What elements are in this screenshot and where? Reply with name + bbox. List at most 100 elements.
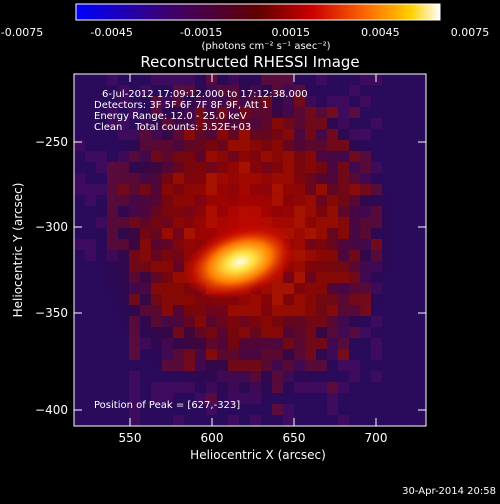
image-pixel bbox=[349, 382, 360, 393]
image-pixel bbox=[382, 371, 393, 382]
image-pixel bbox=[382, 129, 393, 140]
image-pixel bbox=[173, 393, 184, 404]
image-pixel bbox=[261, 415, 272, 426]
image-pixel bbox=[349, 96, 360, 107]
image-pixel bbox=[404, 195, 415, 206]
image-pixel bbox=[382, 338, 393, 349]
image-pixel bbox=[107, 316, 118, 327]
image-pixel bbox=[239, 404, 250, 415]
image-pixel bbox=[404, 283, 415, 294]
image-pixel bbox=[74, 96, 85, 107]
image-pixel bbox=[118, 404, 129, 415]
image-pixel bbox=[283, 393, 294, 404]
image-pixel bbox=[118, 371, 129, 382]
image-pixel bbox=[74, 162, 85, 173]
image-pixel bbox=[129, 107, 140, 118]
image-pixel bbox=[371, 371, 382, 382]
image-pixel bbox=[85, 404, 96, 415]
image-pixel bbox=[96, 118, 107, 129]
image-pixel bbox=[74, 250, 85, 261]
image-pixel bbox=[107, 96, 118, 107]
image-pixel bbox=[173, 404, 184, 415]
image-pixel bbox=[74, 316, 85, 327]
colorbar-tick-label: 0.0075 bbox=[451, 26, 490, 39]
image-pixel bbox=[118, 85, 129, 96]
plot-title: Reconstructed RHESSI Image bbox=[140, 53, 359, 71]
image-pixel bbox=[228, 404, 239, 415]
image-pixel bbox=[74, 129, 85, 140]
image-pixel bbox=[404, 393, 415, 404]
image-pixel bbox=[96, 294, 107, 305]
x-tick-label: 550 bbox=[119, 431, 142, 445]
image-pixel bbox=[74, 74, 85, 85]
image-pixel bbox=[129, 85, 140, 96]
image-pixel bbox=[74, 140, 85, 151]
image-pixel bbox=[129, 360, 140, 371]
image-pixel bbox=[371, 404, 382, 415]
image-pixel bbox=[107, 107, 118, 118]
image-pixel bbox=[393, 173, 404, 184]
image-pixel bbox=[107, 415, 118, 426]
image-pixel bbox=[74, 294, 85, 305]
image-pixel bbox=[415, 272, 426, 283]
image-pixel bbox=[107, 360, 118, 371]
image-pixel bbox=[371, 140, 382, 151]
image-pixel bbox=[107, 371, 118, 382]
x-tick-label: 600 bbox=[201, 431, 224, 445]
image-pixel bbox=[382, 74, 393, 85]
image-pixel bbox=[404, 272, 415, 283]
image-pixel bbox=[85, 129, 96, 140]
image-pixel bbox=[85, 206, 96, 217]
image-pixel bbox=[404, 404, 415, 415]
image-pixel bbox=[404, 217, 415, 228]
image-pixel bbox=[107, 74, 118, 85]
image-pixel bbox=[96, 129, 107, 140]
image-pixel bbox=[415, 250, 426, 261]
image-pixel bbox=[85, 228, 96, 239]
colorbar-tick-label: -0.0075 bbox=[1, 26, 43, 39]
image-pixel bbox=[338, 371, 349, 382]
image-pixel bbox=[316, 382, 327, 393]
image-pixel bbox=[371, 118, 382, 129]
image-pixel bbox=[338, 393, 349, 404]
image-pixel bbox=[371, 316, 382, 327]
image-pixel bbox=[382, 85, 393, 96]
image-pixel bbox=[96, 371, 107, 382]
image-pixel bbox=[393, 96, 404, 107]
image-pixel bbox=[96, 360, 107, 371]
image-pixel bbox=[415, 118, 426, 129]
image-pixel bbox=[96, 316, 107, 327]
image-pixel bbox=[360, 415, 371, 426]
image-pixel bbox=[85, 316, 96, 327]
image-pixel bbox=[96, 393, 107, 404]
image-pixel bbox=[129, 96, 140, 107]
image-pixel bbox=[184, 404, 195, 415]
colorbar-ticks: -0.0075 -0.0045 -0.0015 0.0015 0.0045 0.0075 bbox=[1, 26, 489, 39]
image-pixel bbox=[415, 316, 426, 327]
image-pixel bbox=[85, 151, 96, 162]
image-pixel bbox=[96, 140, 107, 151]
image-pixel bbox=[294, 415, 305, 426]
image-pixel bbox=[415, 382, 426, 393]
image-pixel bbox=[217, 404, 228, 415]
image-pixel bbox=[382, 151, 393, 162]
image-pixel bbox=[404, 140, 415, 151]
image-pixel bbox=[415, 327, 426, 338]
image-pixel bbox=[74, 206, 85, 217]
image-pixel bbox=[162, 382, 173, 393]
image-pixel bbox=[404, 96, 415, 107]
image-pixel bbox=[382, 382, 393, 393]
image-pixel bbox=[382, 316, 393, 327]
image-pixel bbox=[393, 360, 404, 371]
image-pixel bbox=[415, 261, 426, 272]
image-pixel bbox=[151, 415, 162, 426]
image-pixel bbox=[283, 404, 294, 415]
image-pixel bbox=[74, 184, 85, 195]
image-pixel bbox=[360, 360, 371, 371]
image-pixel bbox=[415, 338, 426, 349]
image-pixel bbox=[404, 118, 415, 129]
image-pixel bbox=[415, 283, 426, 294]
image-pixel bbox=[85, 140, 96, 151]
image-pixel bbox=[151, 371, 162, 382]
